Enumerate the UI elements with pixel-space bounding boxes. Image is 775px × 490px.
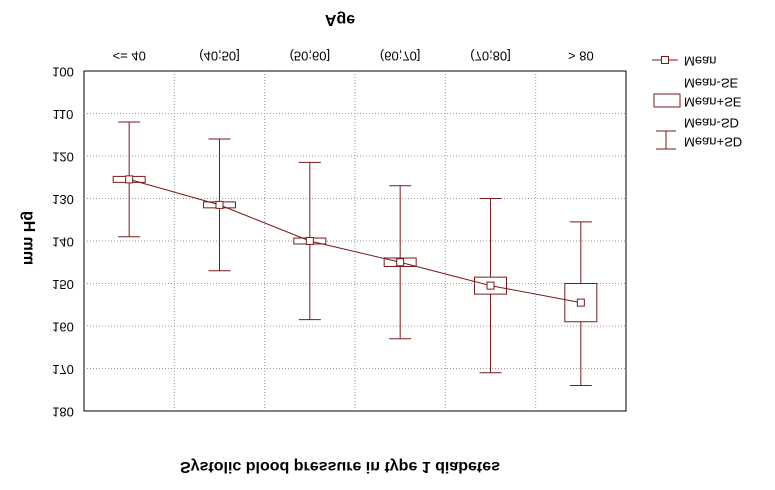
grid-lines (84, 71, 626, 411)
mean-point (576, 298, 585, 307)
x-tick-label: <= 40 (113, 49, 146, 64)
mean-point (125, 175, 134, 184)
y-tick-label: 170 (52, 362, 74, 377)
legend (652, 56, 681, 150)
y-tick-label: 130 (52, 192, 74, 207)
x-tick-label: (70;80] (470, 49, 510, 64)
legend-label: Mean (684, 54, 717, 69)
x-tick-label: (40;50] (199, 49, 239, 64)
y-tick-label: 110 (53, 107, 74, 122)
legend-mean-marker (661, 56, 669, 64)
y-tick-label: 150 (52, 277, 74, 292)
legend-se-box (653, 93, 681, 108)
y-tick-label: 120 (52, 150, 74, 165)
chart-title: Age (325, 11, 355, 28)
legend-label: Mean+SE (684, 95, 742, 110)
y-tick-label: 160 (52, 320, 74, 335)
mean-point (305, 237, 314, 245)
mean-point (486, 281, 495, 290)
y-tick-label: 100 (52, 65, 74, 80)
x-tick-label: (50;60] (290, 49, 330, 64)
mean-point (215, 200, 224, 209)
mean-markers (125, 175, 585, 307)
y-axis-label: mm Hg (20, 211, 37, 265)
y-tick-label: 180 (52, 405, 74, 420)
x-tick-label: (60;70] (380, 49, 420, 64)
x-axis-label: Systolic blood pressure in type 1 diabet… (180, 458, 500, 475)
legend-label: Mean-SE (684, 76, 739, 91)
mean-line (129, 178, 581, 304)
legend-label: Mean-SD (684, 116, 739, 131)
x-tick-label: > 80 (568, 49, 594, 64)
y-tick-label: 140 (52, 235, 74, 250)
mean-point (396, 258, 405, 267)
legend-label: Mean+SD (684, 135, 742, 150)
